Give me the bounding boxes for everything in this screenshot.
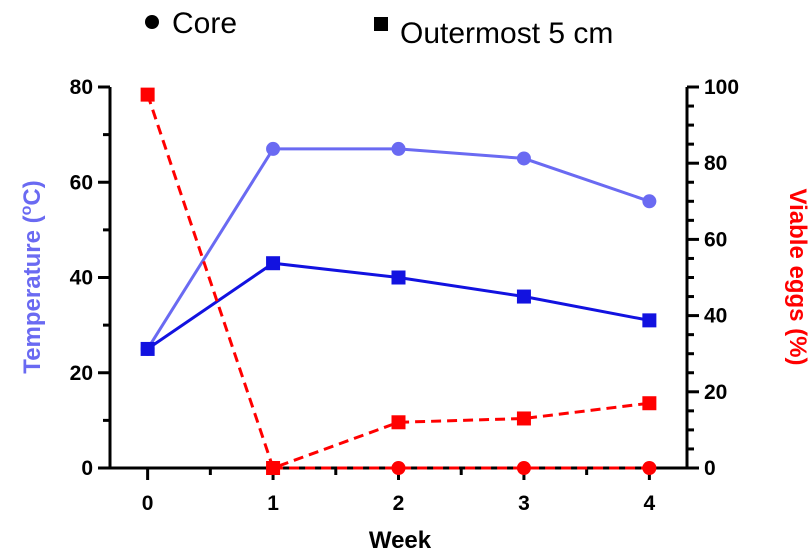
series-left-circle-point (516, 151, 531, 166)
axis-titles: Week Temperature (oC) Viable eggs (%) (18, 180, 810, 554)
series-left-square-point (140, 341, 155, 356)
legend-core-marker (145, 15, 159, 29)
series-right-circle-point (642, 461, 657, 475)
right-y-axis-title: Viable eggs (%) (784, 189, 810, 366)
legend-core-label: Core (172, 7, 237, 40)
right-y-tick-label: 80 (704, 152, 727, 175)
series-right-square-point (391, 415, 406, 430)
x-axis-title: Week (369, 527, 432, 554)
left-y-tick-label: 80 (70, 76, 93, 99)
legend: Core Outermost 5 cm (145, 7, 613, 50)
series-left-circle-point (642, 194, 657, 209)
series-layer (140, 87, 657, 475)
x-tick-label: 2 (393, 492, 405, 515)
series-left-circle-point (266, 141, 281, 156)
left-y-tick-label: 40 (70, 267, 93, 290)
series-right-circle-point (391, 461, 406, 475)
series-right-circle-point (516, 461, 531, 475)
series-left-circle-line (146, 147, 650, 350)
series-right-square-point (266, 461, 281, 475)
left-y-tick-label: 20 (70, 362, 93, 385)
x-tick-label: 0 (142, 492, 154, 515)
left-y-tick-label: 60 (70, 171, 93, 194)
series-left-square-point (266, 256, 281, 271)
series-right-square-point (642, 396, 657, 411)
legend-outermost-label: Outermost 5 cm (400, 17, 613, 50)
series-left-square-point (642, 313, 657, 328)
right-y-tick-label: 0 (704, 457, 716, 480)
series-left-circle-point (391, 141, 406, 156)
legend-outermost-marker (374, 17, 388, 31)
left-y-tick-label: 0 (81, 457, 93, 480)
right-y-tick-label: 20 (704, 381, 727, 404)
x-tick-label: 3 (518, 492, 530, 515)
x-tick-label: 1 (267, 492, 279, 515)
axes: 0 20 40 60 80 0 20 40 60 80 100 0 1 2 3 4 (70, 76, 739, 515)
right-y-tick-label: 40 (704, 305, 727, 328)
x-tick-label: 4 (644, 492, 656, 515)
series-right-square-point (140, 87, 155, 102)
right-y-tick-label: 60 (704, 228, 727, 251)
series-left-square-point (391, 270, 406, 285)
series-left-square-point (516, 289, 531, 304)
left-y-axis-title: Temperature (oC) (18, 180, 46, 373)
right-y-tick-label: 100 (704, 76, 739, 99)
series-right-square-line (146, 94, 650, 470)
series-right-square-point (516, 411, 531, 426)
